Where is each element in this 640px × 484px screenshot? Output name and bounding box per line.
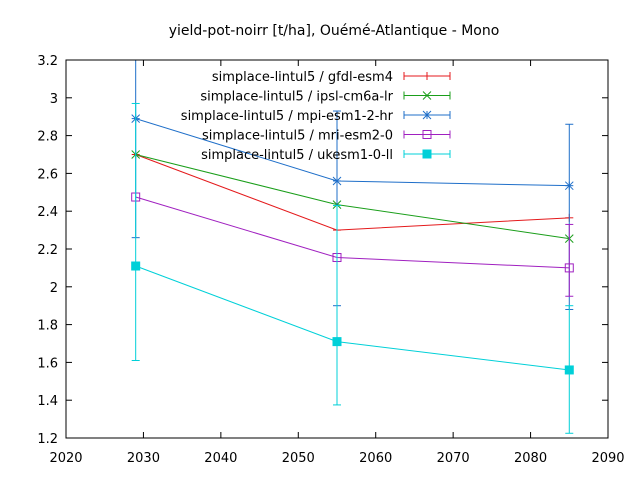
error-bar xyxy=(565,223,574,297)
legend-entry-1: simplace-lintul5 / gfdl-esm4 xyxy=(212,70,451,85)
error-bar xyxy=(131,102,140,362)
point-marker xyxy=(564,181,574,191)
point-marker xyxy=(422,149,432,159)
x-tick-label: 2070 xyxy=(437,451,470,466)
point-marker xyxy=(422,130,432,139)
x-tick-label: 2080 xyxy=(514,451,547,466)
y-tick-label: 2.8 xyxy=(37,130,58,145)
y-tick-label: 1.6 xyxy=(37,356,58,371)
legend-entry-5: simplace-lintul5 / ukesm1-0-ll xyxy=(201,148,451,163)
point-marker xyxy=(131,261,141,271)
series-5 xyxy=(131,102,574,434)
series-line xyxy=(135,196,570,269)
x-tick-label: 2020 xyxy=(49,451,82,466)
legend-label: simplace-lintul5 / ukesm1-0-ll xyxy=(201,148,393,163)
point-marker xyxy=(422,91,432,100)
series-line xyxy=(135,154,570,231)
y-tick-label: 2.2 xyxy=(37,243,58,258)
series-4 xyxy=(131,192,574,297)
y-tick-label: 3 xyxy=(50,92,58,107)
point-marker xyxy=(564,263,574,273)
x-tick-label: 2050 xyxy=(282,451,315,466)
series-line xyxy=(135,154,570,240)
legend-entry-2: simplace-lintul5 / ipsl-cm6a-lr xyxy=(200,90,451,105)
legend-label: simplace-lintul5 / gfdl-esm4 xyxy=(212,70,393,85)
x-tick-label: 2060 xyxy=(359,451,392,466)
error-bar xyxy=(333,205,341,406)
point-marker xyxy=(332,337,342,347)
y-tick-label: 2.6 xyxy=(37,167,58,182)
y-tick-label: 2.4 xyxy=(37,205,58,220)
x-tick-label: 2030 xyxy=(127,451,160,466)
point-marker xyxy=(332,176,342,186)
legend-entry-4: simplace-lintul5 / mri-esm2-0 xyxy=(202,129,451,144)
x-tick-label: 2090 xyxy=(591,451,624,466)
y-tick-label: 1.8 xyxy=(37,319,58,334)
y-tick-label: 1.2 xyxy=(37,432,58,447)
x-tick-label: 2040 xyxy=(204,451,237,466)
y-tick-label: 3.2 xyxy=(37,54,58,69)
legend-label: simplace-lintul5 / mpi-esm1-2-hr xyxy=(181,109,394,124)
y-tick-label: 1.4 xyxy=(37,394,58,409)
series-line xyxy=(135,265,570,371)
legend-entry-3: simplace-lintul5 / mpi-esm1-2-hr xyxy=(181,109,451,124)
point-marker xyxy=(423,72,431,80)
legend-label: simplace-lintul5 / mri-esm2-0 xyxy=(202,129,393,144)
y-tick-label: 2 xyxy=(50,281,58,296)
point-marker xyxy=(564,365,574,375)
series-1 xyxy=(131,150,574,235)
legend-label: simplace-lintul5 / ipsl-cm6a-lr xyxy=(200,90,393,105)
point-marker xyxy=(422,110,432,120)
chart-title: yield-pot-noirr [t/ha], Ouémé-Atlantique… xyxy=(169,23,500,39)
